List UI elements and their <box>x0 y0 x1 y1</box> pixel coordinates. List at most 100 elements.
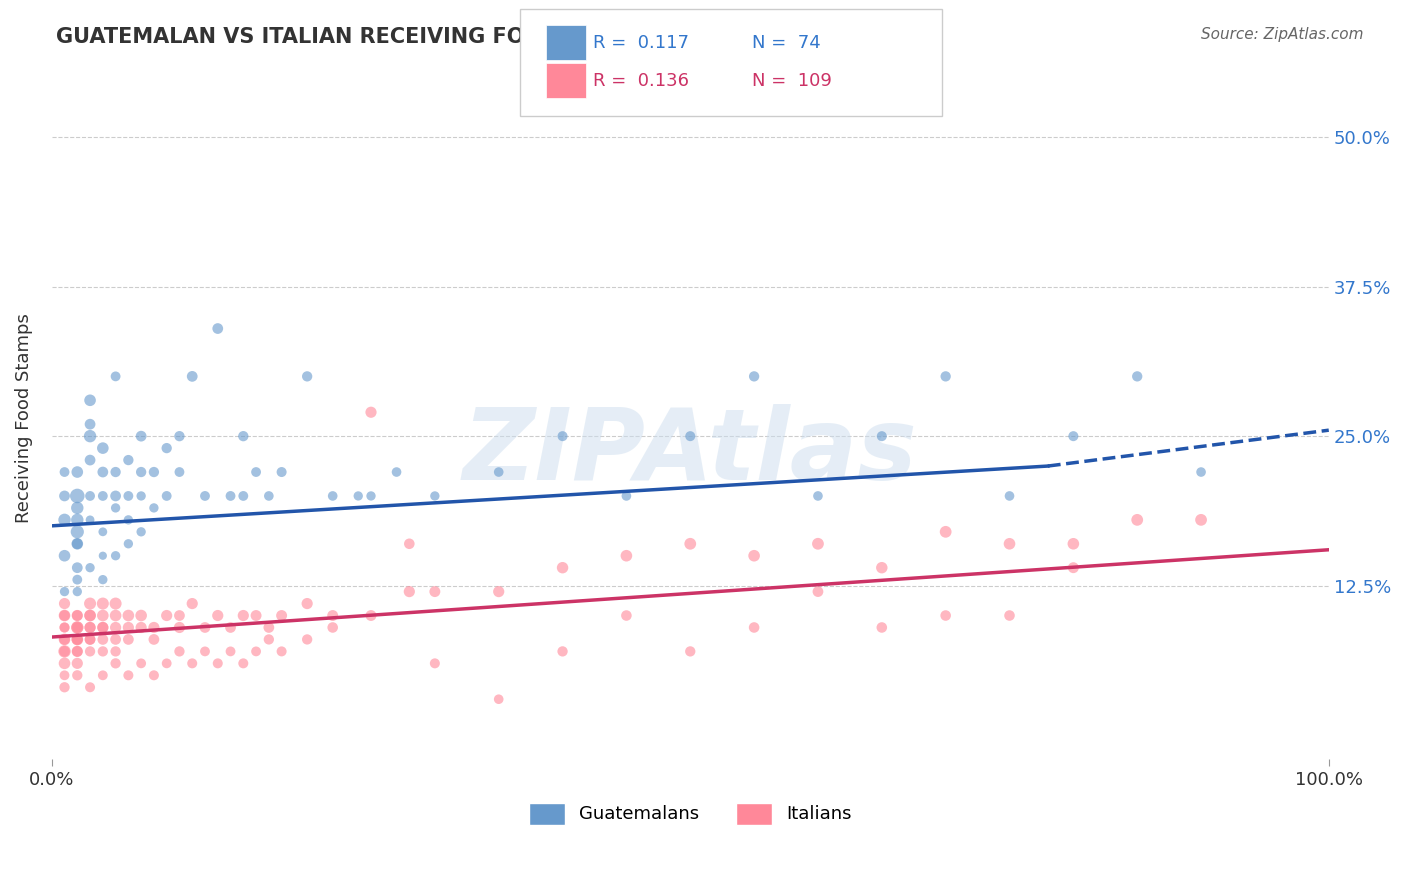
Point <box>488 584 510 599</box>
Point <box>129 489 152 503</box>
Point <box>295 632 318 647</box>
Point <box>91 465 114 479</box>
Point <box>423 489 446 503</box>
Point <box>870 429 893 443</box>
Point <box>66 657 89 671</box>
Text: N =  109: N = 109 <box>752 72 832 90</box>
Point <box>679 644 702 658</box>
Point <box>232 608 254 623</box>
Point <box>66 500 89 515</box>
Point <box>66 573 89 587</box>
Point <box>232 429 254 443</box>
Point <box>232 489 254 503</box>
Text: ZIPAtlas: ZIPAtlas <box>463 404 918 500</box>
Point <box>245 644 267 658</box>
Point <box>79 644 101 658</box>
Point <box>360 405 382 419</box>
Point <box>53 489 76 503</box>
Point <box>142 632 165 647</box>
Point <box>66 584 89 599</box>
Point <box>1126 513 1149 527</box>
Point <box>79 417 101 432</box>
Point <box>91 549 114 563</box>
Point <box>66 632 89 647</box>
Point <box>129 608 152 623</box>
Point <box>169 608 191 623</box>
Point <box>129 429 152 443</box>
Point <box>53 608 76 623</box>
Point <box>998 608 1021 623</box>
Point <box>53 465 76 479</box>
Point <box>295 597 318 611</box>
Point <box>322 620 344 634</box>
Point <box>194 644 217 658</box>
Point <box>181 597 204 611</box>
Point <box>742 620 765 634</box>
Point <box>104 500 127 515</box>
Point <box>257 489 280 503</box>
Point <box>322 489 344 503</box>
Point <box>169 429 191 443</box>
Point <box>91 620 114 634</box>
Point <box>935 524 957 539</box>
Point <box>551 429 574 443</box>
Point <box>66 524 89 539</box>
Point <box>53 680 76 694</box>
Point <box>142 500 165 515</box>
Point <box>91 644 114 658</box>
Y-axis label: Receiving Food Stamps: Receiving Food Stamps <box>15 313 32 524</box>
Point <box>142 620 165 634</box>
Point <box>53 584 76 599</box>
Point <box>1126 369 1149 384</box>
Point <box>66 620 89 634</box>
Point <box>104 489 127 503</box>
Point <box>1189 513 1212 527</box>
Point <box>104 369 127 384</box>
Point <box>79 429 101 443</box>
Point <box>66 465 89 479</box>
Point <box>322 608 344 623</box>
Point <box>66 644 89 658</box>
Point <box>142 465 165 479</box>
Point <box>91 524 114 539</box>
Point <box>1062 560 1084 574</box>
Point <box>194 489 217 503</box>
Point <box>142 668 165 682</box>
Point <box>79 632 101 647</box>
Point <box>53 513 76 527</box>
Point <box>66 632 89 647</box>
Point <box>551 644 574 658</box>
Point <box>104 597 127 611</box>
Point <box>742 369 765 384</box>
Point <box>219 644 242 658</box>
Point <box>66 668 89 682</box>
Point <box>870 620 893 634</box>
Point <box>79 597 101 611</box>
Point <box>66 644 89 658</box>
Point <box>79 393 101 408</box>
Point <box>1062 429 1084 443</box>
Point <box>91 489 114 503</box>
Point <box>104 608 127 623</box>
Point <box>219 620 242 634</box>
Point <box>117 489 139 503</box>
Point <box>807 584 830 599</box>
Point <box>117 632 139 647</box>
Point <box>245 465 267 479</box>
Point <box>91 608 114 623</box>
Point <box>129 524 152 539</box>
Point <box>91 620 114 634</box>
Point <box>998 537 1021 551</box>
Point <box>66 537 89 551</box>
Point <box>53 620 76 634</box>
Point <box>270 644 292 658</box>
Point <box>807 537 830 551</box>
Point <box>347 489 370 503</box>
Point <box>257 632 280 647</box>
Point <box>156 441 179 455</box>
Point <box>194 620 217 634</box>
Point <box>53 608 76 623</box>
Point <box>423 584 446 599</box>
Point <box>117 453 139 467</box>
Point <box>207 321 229 335</box>
